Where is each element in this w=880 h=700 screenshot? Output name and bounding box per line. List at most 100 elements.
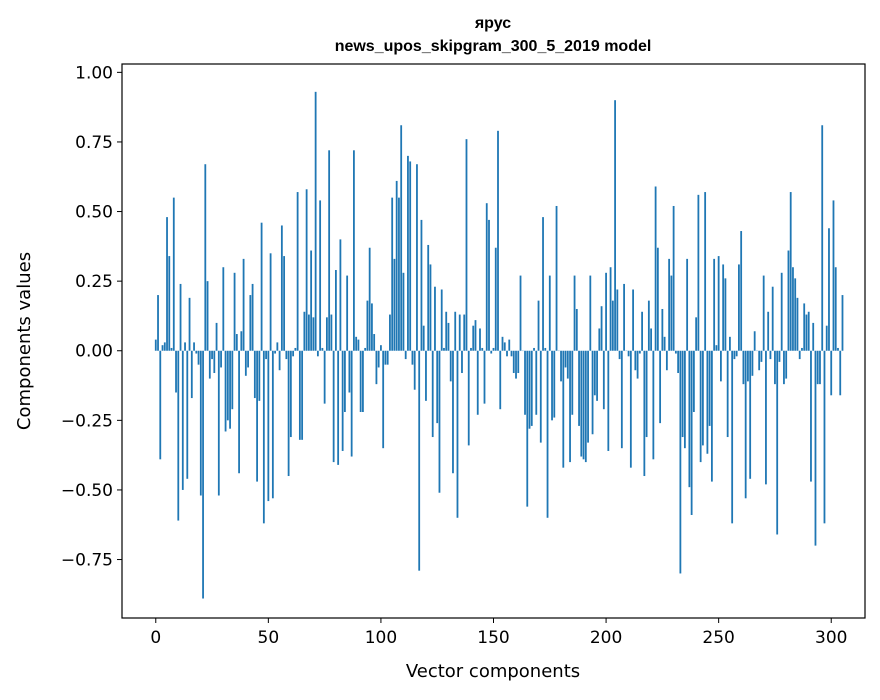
bar: [526, 351, 528, 507]
bar: [290, 351, 292, 437]
bar: [409, 161, 411, 350]
bar: [326, 317, 328, 350]
bar: [785, 351, 787, 379]
bar: [569, 351, 571, 462]
bar: [488, 220, 490, 351]
bar: [234, 273, 236, 351]
bar: [229, 351, 231, 429]
bar: [734, 351, 736, 359]
bar: [576, 309, 578, 351]
bar: [652, 351, 654, 460]
bar: [315, 92, 317, 351]
bar: [427, 245, 429, 351]
bar: [706, 351, 708, 454]
bar: [425, 351, 427, 401]
bar: [720, 351, 722, 382]
bar: [385, 351, 387, 365]
bar: [400, 125, 402, 350]
bar: [398, 198, 400, 351]
bar: [578, 351, 580, 426]
bar: [189, 298, 191, 351]
bar: [657, 248, 659, 351]
bar: [303, 312, 305, 351]
bar: [794, 278, 796, 350]
bar: [506, 351, 508, 357]
bar: [403, 273, 405, 351]
bar: [249, 295, 251, 351]
bar: [330, 315, 332, 351]
bar: [414, 351, 416, 390]
x-axis-label: Vector components: [406, 661, 580, 682]
bar: [285, 351, 287, 359]
bar: [740, 231, 742, 351]
bar: [623, 284, 625, 351]
bar: [713, 259, 715, 351]
bar: [594, 351, 596, 396]
bar: [184, 342, 186, 350]
bar: [459, 315, 461, 351]
bar: [605, 273, 607, 351]
bar: [484, 351, 486, 404]
bar: [258, 351, 260, 401]
bar: [481, 348, 483, 351]
bar: [515, 351, 517, 379]
bar: [367, 301, 369, 351]
bar: [781, 273, 783, 351]
bar: [256, 351, 258, 482]
bar: [186, 351, 188, 479]
bar: [270, 253, 272, 350]
bar: [531, 351, 533, 426]
bar: [497, 131, 499, 351]
bar: [198, 351, 200, 365]
bar: [274, 351, 276, 354]
bar: [445, 312, 447, 351]
bar: [265, 351, 267, 359]
bar: [567, 351, 569, 379]
bar: [610, 267, 612, 351]
bar: [276, 342, 278, 350]
bar: [353, 150, 355, 350]
bar: [616, 289, 618, 350]
bar: [297, 192, 299, 351]
bar: [317, 351, 319, 357]
bar: [439, 351, 441, 493]
bar: [231, 351, 233, 409]
bar: [288, 351, 290, 476]
bar: [675, 351, 677, 354]
bar: [792, 267, 794, 351]
bar: [776, 351, 778, 535]
bar: [222, 267, 224, 351]
bar: [817, 351, 819, 384]
bar: [238, 351, 240, 473]
bar: [697, 195, 699, 351]
bar: [704, 192, 706, 351]
bar: [670, 276, 672, 351]
bar: [601, 306, 603, 351]
bar: [779, 351, 781, 362]
bar: [619, 351, 621, 359]
bar: [585, 351, 587, 462]
bar: [225, 351, 227, 432]
bar: [452, 351, 454, 473]
bar: [321, 348, 323, 351]
bar: [574, 276, 576, 351]
bar: [351, 351, 353, 457]
bar: [378, 351, 380, 368]
bar: [643, 351, 645, 476]
bar: [216, 323, 218, 351]
bar: [328, 150, 330, 350]
bar: [788, 251, 790, 351]
bar: [758, 351, 760, 370]
bar: [727, 351, 729, 437]
bar: [423, 326, 425, 351]
bar: [542, 217, 544, 351]
bar: [819, 351, 821, 384]
bar: [200, 351, 202, 496]
bar: [394, 259, 396, 351]
bar: [634, 351, 636, 370]
bar: [333, 351, 335, 462]
bar: [434, 287, 436, 351]
bar: [736, 351, 738, 357]
bar: [448, 323, 450, 351]
